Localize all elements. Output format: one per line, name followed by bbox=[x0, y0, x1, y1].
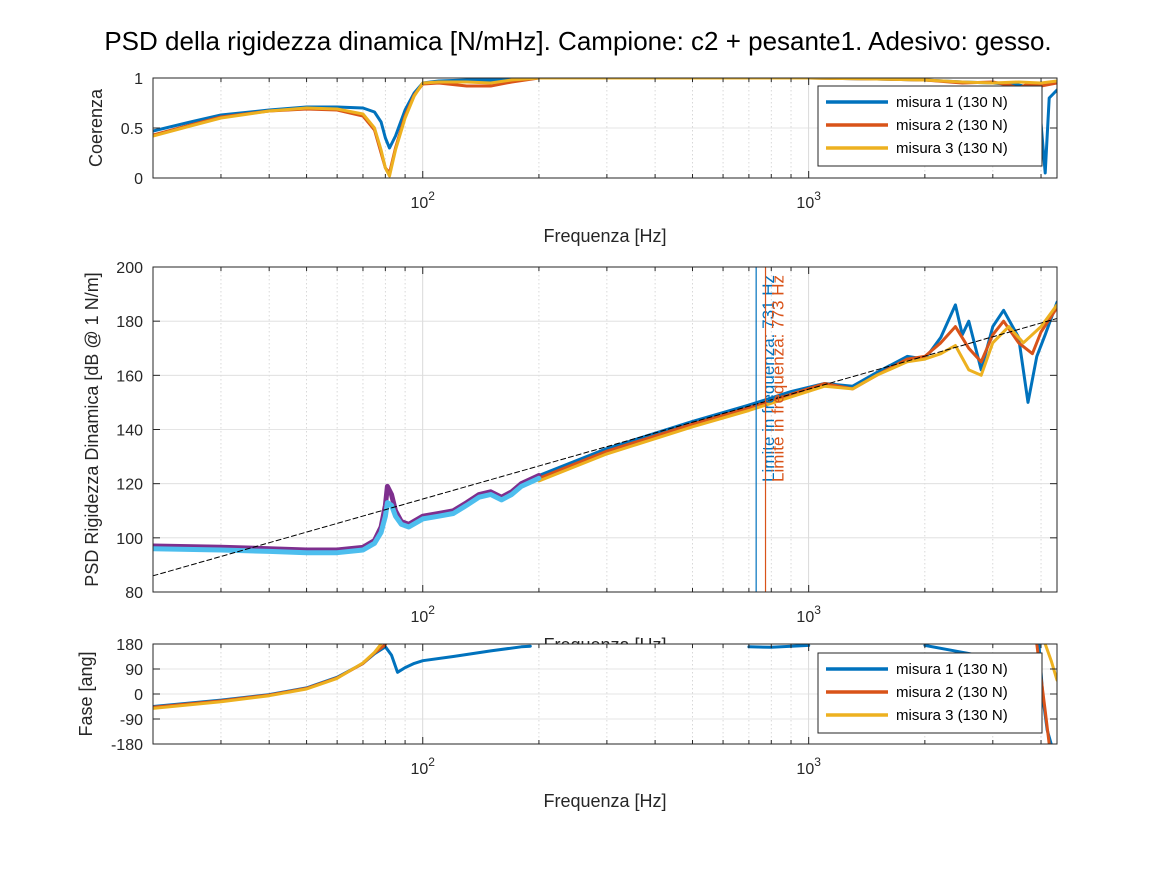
figure-title: PSD della rigidezza dinamica [N/mHz]. Ca… bbox=[104, 26, 1051, 56]
legend-entry: misura 3 (130 N) bbox=[896, 707, 1008, 724]
series-line-psd-5-0 bbox=[153, 318, 1057, 577]
y-tick-label: 100 bbox=[116, 531, 143, 548]
y-tick-label: 120 bbox=[116, 477, 143, 494]
legend-entry: misura 1 (130 N) bbox=[896, 661, 1008, 678]
axes-coherence: 102 103 0 0.5 1 Frequenza [Hz] Coerenza misura … bbox=[86, 71, 1058, 246]
x-axis-label: Frequenza [Hz] bbox=[543, 226, 666, 246]
y-tick-label: 90 bbox=[125, 662, 143, 679]
ticks-coherence: 102 103 0 0.5 1 bbox=[121, 71, 1057, 212]
series-line-psd-0-0 bbox=[537, 300, 1057, 477]
series-line-psd-2-0 bbox=[537, 303, 1057, 483]
legend-entry: misura 2 (130 N) bbox=[896, 117, 1008, 134]
y-tick-label: -180 bbox=[111, 737, 143, 754]
x-tick-label: 103 bbox=[796, 189, 821, 212]
y-tick-label: 180 bbox=[116, 637, 143, 654]
series-line-phase-2-0 bbox=[153, 644, 383, 710]
y-axis-label: Fase [ang] bbox=[76, 651, 96, 736]
y-tick-label: 180 bbox=[116, 314, 143, 331]
x-tick-label: 102 bbox=[411, 603, 436, 626]
legend-entry: misura 1 (130 N) bbox=[896, 94, 1008, 111]
series-line-phase-0-1 bbox=[747, 644, 811, 649]
y-tick-label: 1 bbox=[134, 71, 143, 88]
x-tick-label: 102 bbox=[411, 189, 436, 212]
series-line-phase-2-1 bbox=[1043, 644, 1057, 682]
series-line-psd-4-0 bbox=[153, 475, 542, 556]
legend-phase: misura 1 (130 N) misura 2 (130 N) misura 3… bbox=[817, 652, 1043, 734]
y-tick-label: 0.5 bbox=[121, 121, 143, 138]
frequency-limit-label-1: Limite in frequenza: 773 Hz bbox=[769, 275, 788, 482]
y-tick-label: 200 bbox=[116, 260, 143, 277]
axes-phase: 102 103 -180 -90 0 90 180 Frequenza [Hz] Fase [a… bbox=[76, 637, 1058, 811]
y-tick-label: 0 bbox=[134, 687, 143, 704]
y-axis-label: Coerenza bbox=[86, 88, 106, 167]
frequency-limit-label-0: Limite in frequenza: 731 Hz bbox=[759, 275, 778, 482]
y-axis-label: PSD Rigidezza Dinamica [dB @ 1 N/m] bbox=[82, 272, 102, 586]
legend-entry: misura 2 (130 N) bbox=[896, 684, 1008, 701]
legend-entry: misura 3 (130 N) bbox=[896, 140, 1008, 157]
x-tick-label: 103 bbox=[796, 755, 821, 778]
y-tick-label: 0 bbox=[134, 171, 143, 188]
y-tick-label: 160 bbox=[116, 368, 143, 385]
y-tick-label: 80 bbox=[125, 585, 143, 602]
x-tick-label: 103 bbox=[796, 603, 821, 626]
y-tick-label: -90 bbox=[120, 712, 143, 729]
ticks-psd: 102 103 80 100 120 140 160 180 200 bbox=[116, 260, 1057, 626]
legend-coherence: misura 1 (130 N) misura 2 (130 N) misura 3… bbox=[817, 85, 1043, 167]
x-tick-label: 102 bbox=[411, 755, 436, 778]
y-tick-label: 140 bbox=[116, 423, 143, 440]
ticks-phase: 102 103 -180 -90 0 90 180 bbox=[111, 637, 1057, 778]
x-axis-label: Frequenza [Hz] bbox=[543, 791, 666, 811]
